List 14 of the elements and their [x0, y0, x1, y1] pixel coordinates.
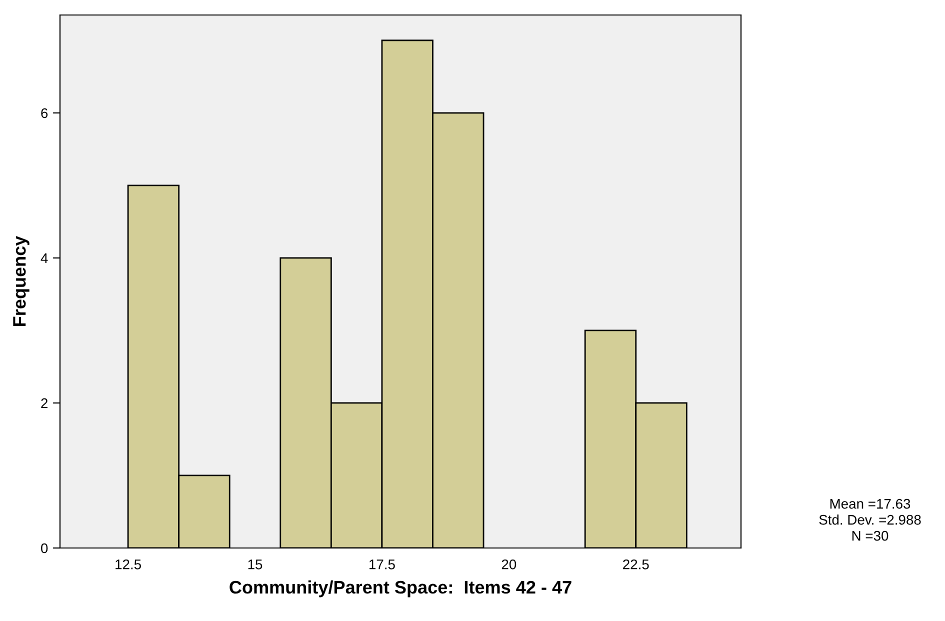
x-tick-label: 17.5 [370, 560, 395, 570]
x-tick-label: 22.5 [623, 559, 649, 570]
x-axis-title: Community/Parent Space: Items 42 - 47 [230, 580, 572, 598]
text: N =30 [852, 530, 888, 541]
y-tick-label: 0 [41, 543, 48, 554]
x-tick-label: 12.5 [116, 559, 141, 570]
y-tick-label: 2 [41, 398, 48, 408]
y-tick-label: 6 [41, 108, 48, 118]
text: Mean =17.63 [830, 498, 910, 509]
x-tick-label: 15 [248, 560, 262, 570]
text: Std. Dev. =2.988 [819, 514, 921, 525]
y-tick-label: 4 [40, 253, 48, 263]
x-tick-label: 20 [502, 559, 516, 570]
y-axis-title: Frequency [13, 236, 30, 326]
